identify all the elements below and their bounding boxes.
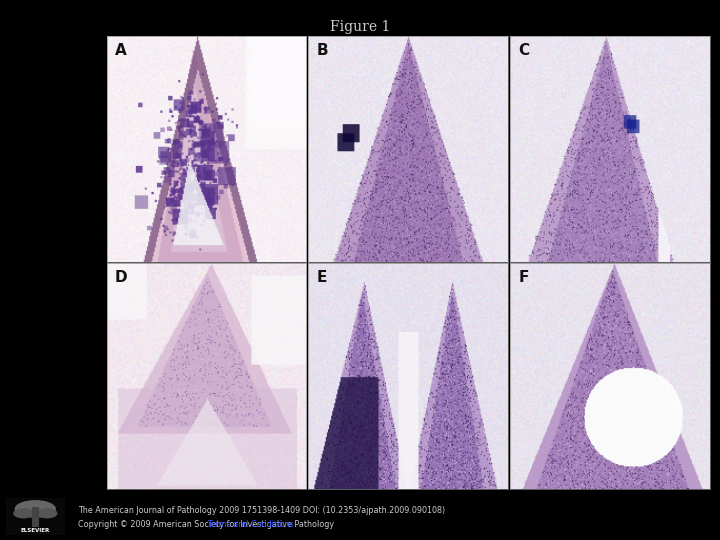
Text: Figure 1: Figure 1: [330, 20, 390, 34]
Text: E: E: [316, 270, 327, 285]
Text: A: A: [114, 43, 126, 58]
Ellipse shape: [14, 500, 56, 518]
Text: ELSEVIER: ELSEVIER: [21, 529, 50, 534]
Ellipse shape: [37, 508, 58, 518]
Text: Terms and Conditions: Terms and Conditions: [207, 521, 294, 529]
Text: The American Journal of Pathology 2009 1751398-1409 DOI: (10.2353/ajpath.2009.09: The American Journal of Pathology 2009 1…: [78, 507, 445, 515]
Text: Copyright © 2009 American Society for Investigative Pathology: Copyright © 2009 American Society for In…: [78, 521, 339, 529]
Text: F: F: [518, 270, 528, 285]
Text: C: C: [518, 43, 529, 58]
Text: B: B: [316, 43, 328, 58]
Bar: [32, 508, 39, 526]
Ellipse shape: [13, 508, 34, 518]
Text: D: D: [114, 270, 127, 285]
